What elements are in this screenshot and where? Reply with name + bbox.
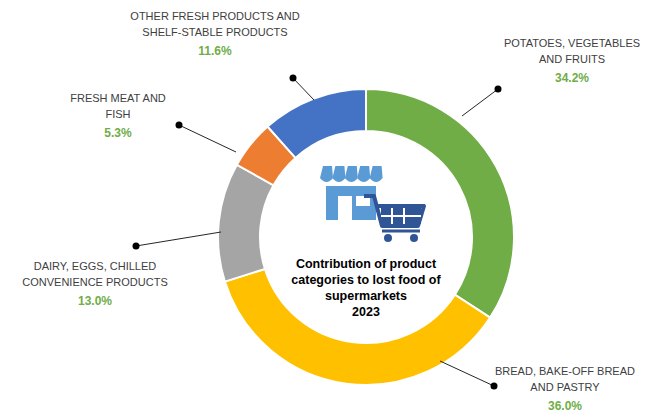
shop-body <box>326 186 376 220</box>
category-label: DAIRY, EGGS, CHILLED CONVENIENCE PRODUCTS <box>22 260 167 288</box>
category-label: POTATOES, VEGETABLES AND FRUITS <box>504 37 640 65</box>
slices <box>218 89 514 385</box>
value-label: 34.2% <box>555 71 589 85</box>
label-line: AND FRUITS <box>539 53 605 65</box>
leader-dot <box>290 75 297 82</box>
label-line: CONVENIENCE PRODUCTS <box>22 276 167 288</box>
subtitle: 2023 <box>352 305 380 319</box>
value-label: 36.0% <box>548 399 582 413</box>
leader-line <box>293 78 314 100</box>
category-label: BREAD, BAKE-OFF BREAD AND PASTRY <box>495 365 635 393</box>
title: Contribution of product categories to los… <box>291 257 441 303</box>
label-line: DAIRY, EGGS, CHILLED <box>34 260 157 272</box>
title-line: categories to lost food of <box>291 273 441 287</box>
awning <box>357 166 370 182</box>
leader-dot <box>133 243 140 250</box>
cart <box>364 196 424 226</box>
category-label: OTHER FRESH PRODUCTS AND SHELF-STABLE PRO… <box>130 10 299 38</box>
awning <box>370 166 383 182</box>
value-label: 5.3% <box>104 126 132 140</box>
shop-door <box>338 196 352 220</box>
awning <box>320 166 333 182</box>
label-line: SHELF-STABLE PRODUCTS <box>142 26 287 38</box>
value-label: 11.6% <box>198 44 232 58</box>
labels: POTATOES, VEGETABLES AND FRUITS 34.2% BREAD… <box>22 10 640 413</box>
cart-wheel <box>384 234 392 242</box>
leader-line <box>462 89 498 116</box>
slice <box>225 269 490 385</box>
label-line: FISH <box>105 108 130 120</box>
leader-line <box>440 361 494 386</box>
slice <box>268 89 366 158</box>
label-line: FRESH MEAT AND <box>70 92 166 104</box>
title-line: supermarkets <box>325 289 407 303</box>
cart-basket <box>381 208 421 224</box>
cart-wheel <box>410 234 418 242</box>
value-label: 13.0% <box>78 294 112 308</box>
label-line: OTHER FRESH PRODUCTS AND <box>130 10 299 22</box>
shop-icon <box>320 166 424 242</box>
leader-line <box>136 232 221 246</box>
label-line: BREAD, BAKE-OFF BREAD <box>495 365 635 377</box>
leader-line <box>179 125 236 152</box>
title-line: Contribution of product <box>296 257 437 271</box>
awning <box>332 166 345 182</box>
category-label: FRESH MEAT AND FISH <box>70 92 166 120</box>
label-line: POTATOES, VEGETABLES <box>504 37 640 49</box>
leader-dot <box>491 383 498 390</box>
awning <box>345 166 358 182</box>
label-line: AND PASTRY <box>530 381 600 393</box>
slice <box>218 165 273 282</box>
leader-dot <box>176 122 183 129</box>
cart-base <box>382 230 420 233</box>
chart: POTATOES, VEGETABLES AND FRUITS 34.2% BREAD… <box>0 0 670 420</box>
cart-grid <box>381 215 421 217</box>
leader-dot <box>495 86 502 93</box>
